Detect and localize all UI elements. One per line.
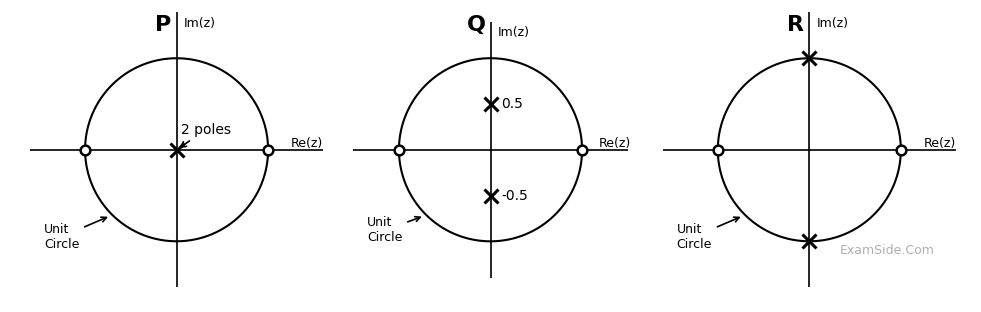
Text: Unit
Circle: Unit Circle (367, 216, 420, 244)
Text: Re(z): Re(z) (924, 137, 955, 150)
Text: Im(z): Im(z) (497, 26, 530, 39)
Text: Im(z): Im(z) (816, 17, 849, 30)
Text: Re(z): Re(z) (291, 137, 323, 150)
Text: R: R (787, 15, 804, 35)
Text: -0.5: -0.5 (501, 188, 528, 202)
Text: ExamSide.Com: ExamSide.Com (840, 244, 935, 257)
Text: P: P (155, 15, 171, 35)
Text: 2 poles: 2 poles (181, 123, 232, 147)
Text: Unit
Circle: Unit Circle (44, 217, 106, 251)
Text: Unit
Circle: Unit Circle (677, 217, 739, 251)
Text: Im(z): Im(z) (183, 17, 216, 30)
Text: Q: Q (467, 15, 487, 35)
Text: Re(z): Re(z) (598, 137, 631, 150)
Text: 0.5: 0.5 (501, 97, 523, 111)
